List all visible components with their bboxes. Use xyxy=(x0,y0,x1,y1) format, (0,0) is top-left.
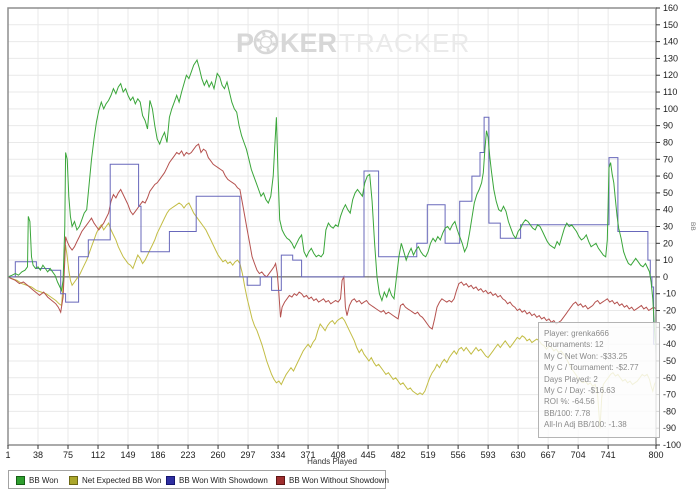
y-tick-label: -40 xyxy=(663,339,676,349)
x-axis-title: Hands Played xyxy=(307,457,357,466)
x-tick-label: 223 xyxy=(181,450,196,460)
x-tick-label: 704 xyxy=(571,450,586,460)
y-tick-label: 130 xyxy=(663,53,678,63)
y-tick-label: -50 xyxy=(663,356,676,366)
chart-legend: BB Won Net Expected BB Won BB Won With S… xyxy=(8,470,389,489)
y-tick-label: 80 xyxy=(663,137,673,147)
y-tick-label: 30 xyxy=(663,222,673,232)
y-tick-label: 0 xyxy=(663,272,668,282)
y-tick-label: -90 xyxy=(663,423,676,433)
pokertracker-watermark: P KER TRACKER xyxy=(236,28,470,58)
x-tick-label: 800 xyxy=(648,450,663,460)
x-tick-label: 112 xyxy=(91,450,105,460)
y-tick-label: -100 xyxy=(663,440,681,450)
tooltip-line-player: Player: grenka666 xyxy=(544,329,609,338)
tooltip-line-tournaments: Tournaments: 12 xyxy=(544,340,604,350)
tooltip-line-bb100: BB/100: 7.78 xyxy=(544,408,591,418)
x-tick-label: 445 xyxy=(361,450,376,460)
x-tick-label: 149 xyxy=(121,450,136,460)
y-tick-label: -80 xyxy=(663,406,676,416)
legend-swatch-bb-won-without-showdown xyxy=(276,475,285,485)
legend-item-bb-won-with-showdown: BB Won With Showdown xyxy=(166,475,268,485)
x-tick-label: 408 xyxy=(331,450,346,460)
tooltip-line-roi: ROI %: -64.56 xyxy=(544,397,595,407)
y-tick-label: 20 xyxy=(663,238,673,248)
svg-text:TRACKER: TRACKER xyxy=(339,28,470,58)
y-tick-label: 60 xyxy=(663,171,673,181)
legend-item-bb-won: BB Won xyxy=(16,475,58,485)
player-stats-tooltip: Player: grenka666 Tournaments: 12 My C N… xyxy=(538,322,660,438)
legend-swatch-bb-won-with-showdown xyxy=(166,475,175,485)
legend-label: Net Expected BB Won xyxy=(82,475,162,485)
x-axis: 1 38 75 112 149 186 223 260 297 334 371 408 445 482 51… xyxy=(5,445,664,460)
y-tick-label: 150 xyxy=(663,20,678,30)
y-tick-label: 160 xyxy=(663,3,678,13)
x-tick-label: 556 xyxy=(451,450,466,460)
legend-label: BB Won xyxy=(29,475,59,485)
legend-swatch-bb-won xyxy=(16,475,25,485)
legend-label: BB Won With Showdown xyxy=(179,475,268,485)
y-tick-label: 40 xyxy=(663,205,673,215)
x-tick-label: 371 xyxy=(301,450,316,460)
y-tick-label: 100 xyxy=(663,104,678,114)
y-tick-label: -10 xyxy=(663,289,676,299)
y-tick-label: -30 xyxy=(663,322,676,332)
x-tick-label: 741 xyxy=(601,450,616,460)
x-tick-label: 334 xyxy=(271,450,286,460)
tooltip-line-allin-adj: All-In Adj BB/100: -1.38 xyxy=(544,420,627,430)
y-tick-label: 110 xyxy=(663,87,677,97)
svg-text:P: P xyxy=(236,28,254,58)
y-tick-label: 90 xyxy=(663,121,673,131)
tooltip-line-per-tournament: My C / Tournament: -$2.77 xyxy=(544,363,639,373)
y-tick-label: 140 xyxy=(663,37,678,47)
y-axis-unit: BB xyxy=(689,222,696,231)
x-tick-label: 75 xyxy=(63,450,73,460)
x-tick-label: 482 xyxy=(391,450,406,460)
series-line-bb-won-with-showdown xyxy=(8,116,656,345)
series-line-bb-won xyxy=(7,58,657,355)
y-tick-label: 10 xyxy=(663,255,673,265)
x-tick-label: 593 xyxy=(481,450,496,460)
y-tick-label: 50 xyxy=(663,188,673,198)
tooltip-line-per-day: My C / Day: -$16.63 xyxy=(544,386,616,396)
y-tick-label: -60 xyxy=(663,373,676,383)
legend-item-bb-won-without-showdown: BB Won Without Showdown xyxy=(276,475,389,485)
y-tick-label: 120 xyxy=(663,70,678,80)
x-tick-label: 519 xyxy=(421,450,436,460)
series-line-bb-won-without-showdown xyxy=(7,143,657,330)
x-tick-label: 667 xyxy=(541,450,556,460)
tooltip-line-net-won: My C Net Won: -$33.25 xyxy=(544,351,628,361)
svg-text:KER: KER xyxy=(280,28,337,58)
tooltip-line-days-played: Days Played: 2 xyxy=(544,374,598,384)
x-tick-label: 260 xyxy=(211,450,226,460)
legend-item-net-expected-bb-won: Net Expected BB Won xyxy=(69,475,161,485)
x-tick-label: 1 xyxy=(5,450,10,460)
y-tick-label: -70 xyxy=(663,390,676,400)
y-tick-label: 70 xyxy=(663,154,673,164)
x-tick-label: 297 xyxy=(241,450,256,460)
poker-chip-icon xyxy=(253,29,279,55)
x-tick-label: 38 xyxy=(33,450,43,460)
legend-swatch-net-expected-bb-won xyxy=(69,475,78,485)
y-axis: 1601501401301201101009080706050403020100… xyxy=(656,3,696,450)
x-tick-label: 630 xyxy=(511,450,526,460)
legend-label: BB Won Without Showdown xyxy=(289,475,389,485)
y-tick-label: -20 xyxy=(663,306,676,316)
x-tick-label: 186 xyxy=(151,450,166,460)
